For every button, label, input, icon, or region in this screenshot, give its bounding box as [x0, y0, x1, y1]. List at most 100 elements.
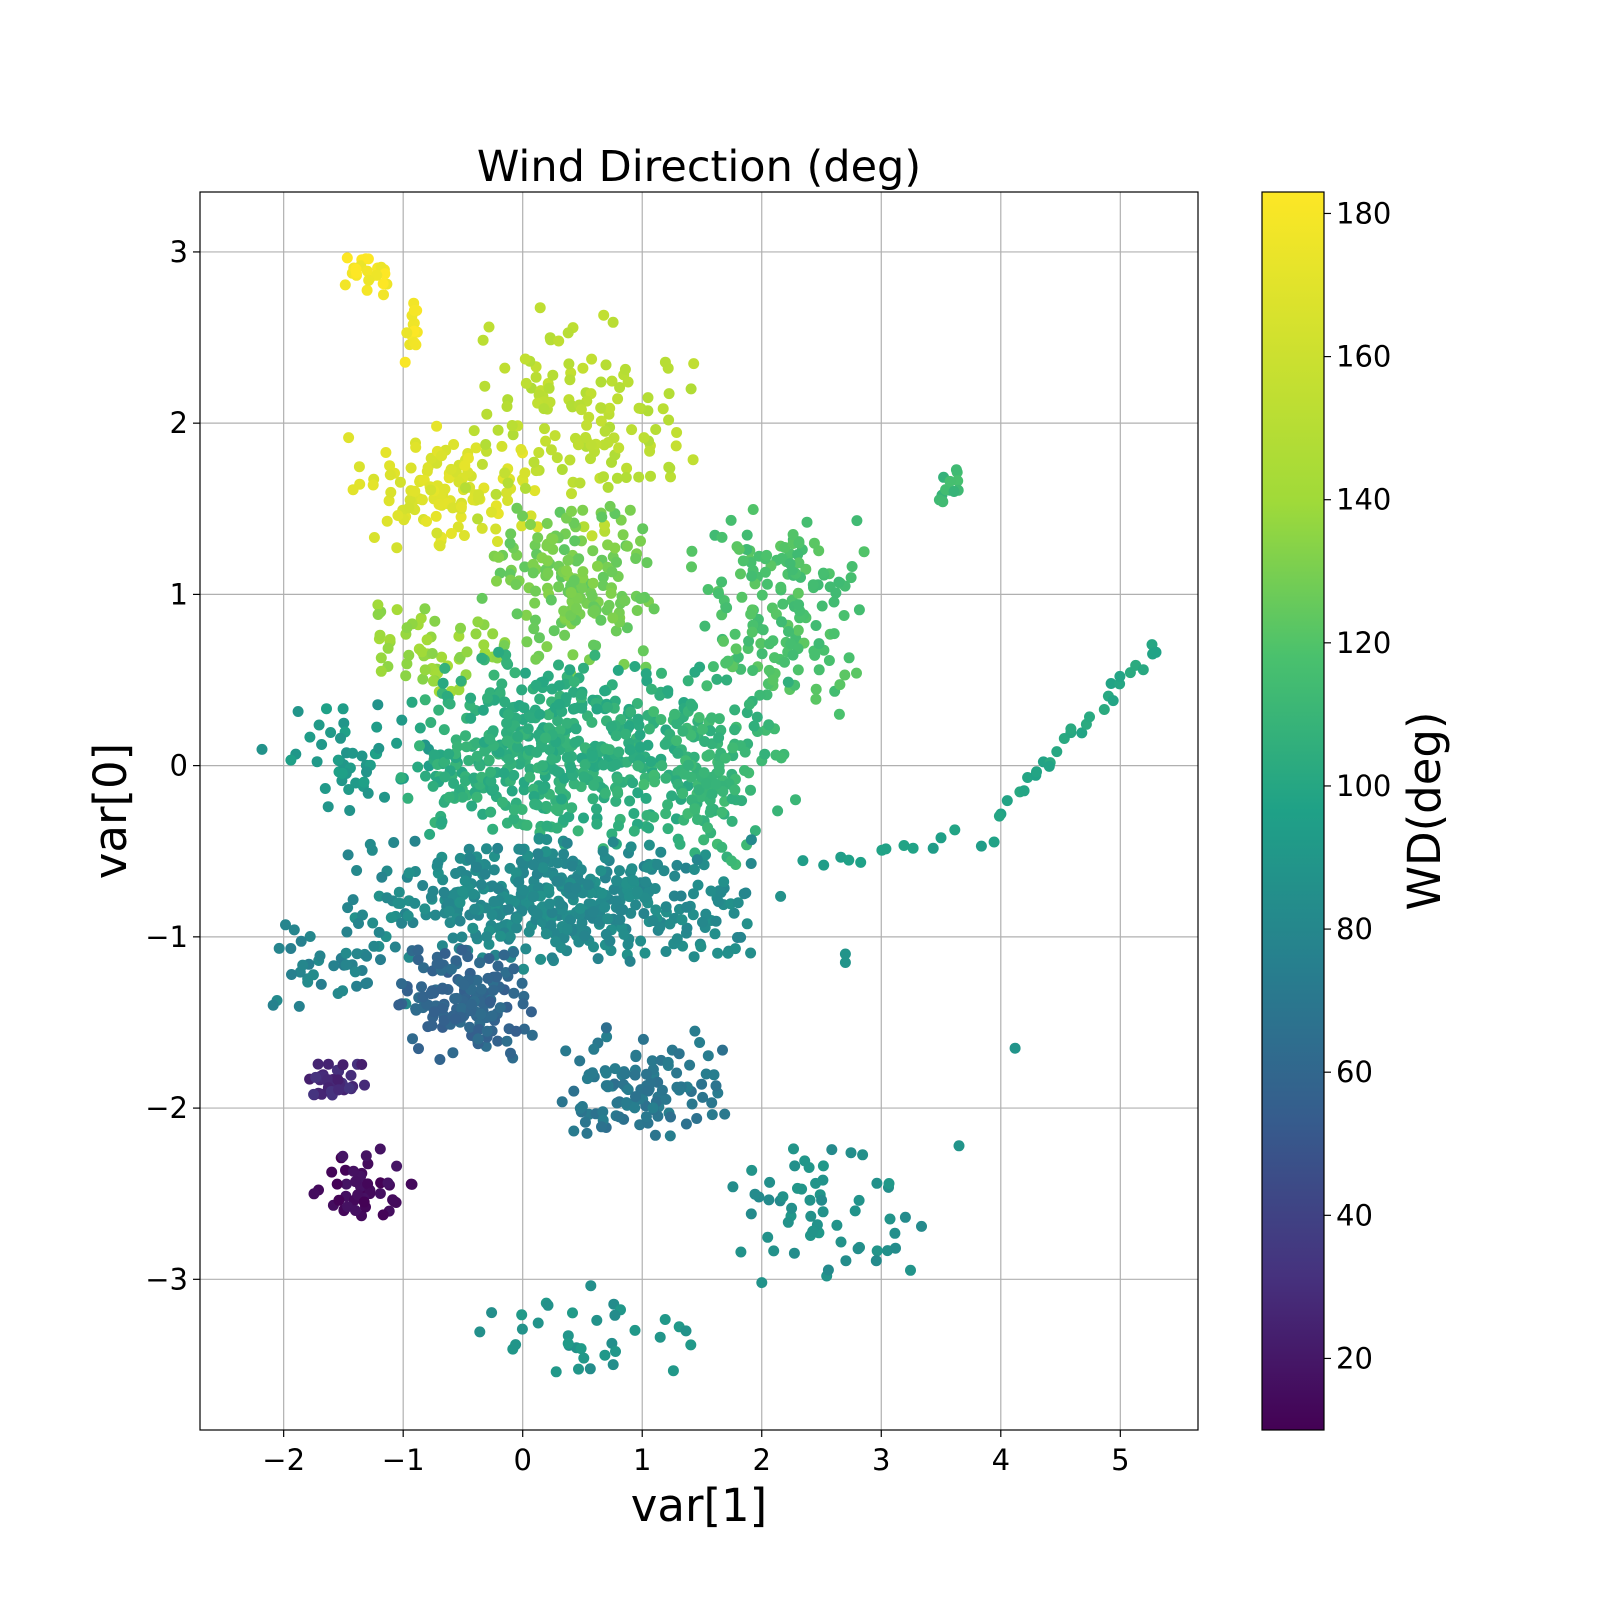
scatter-point — [516, 1323, 528, 1335]
scatter-point — [669, 870, 681, 882]
scatter-point — [508, 804, 520, 816]
scatter-point — [776, 552, 788, 564]
scatter-point — [684, 1059, 696, 1071]
scatter-point — [361, 766, 372, 778]
scatter-point — [606, 375, 618, 387]
scatter-point — [256, 743, 268, 755]
scatter-point — [517, 998, 529, 1010]
scatter-point — [495, 930, 506, 942]
scatter-point — [307, 969, 319, 981]
scatter-point — [481, 408, 493, 420]
scatter-point — [558, 848, 570, 860]
scatter-point — [539, 423, 550, 435]
scatter-point — [688, 358, 700, 370]
scatter-point — [604, 500, 616, 512]
scatter-point — [325, 727, 337, 738]
scatter-point — [558, 544, 570, 556]
scatter-point — [664, 728, 676, 740]
scatter-point — [444, 698, 456, 710]
scatter-point — [438, 886, 450, 898]
scatter-point — [660, 1093, 672, 1105]
scatter-point — [521, 819, 533, 831]
scatter-point — [458, 530, 470, 541]
scatter-point — [643, 839, 655, 851]
scatter-point — [1065, 723, 1077, 735]
scatter-point — [686, 561, 697, 573]
scatter-point — [681, 922, 693, 934]
scatter-point — [486, 1307, 498, 1319]
scatter-point — [944, 475, 956, 487]
scatter-point — [548, 625, 560, 637]
scatter-point — [532, 848, 544, 860]
scatter-point — [953, 1140, 965, 1152]
scatter-point — [1009, 1042, 1021, 1054]
scatter-point — [384, 469, 396, 481]
scatter-point — [586, 716, 598, 728]
scatter-point — [635, 935, 647, 947]
scatter-point — [810, 620, 822, 631]
scatter-point — [768, 1245, 780, 1257]
scatter-point — [689, 803, 701, 815]
scatter-point — [624, 744, 636, 756]
scatter-point — [833, 576, 845, 588]
scatter-point — [789, 1160, 801, 1172]
scatter-point — [671, 933, 683, 945]
scatter-point — [710, 778, 722, 790]
scatter-point — [735, 1246, 747, 1258]
scatter-point — [586, 353, 598, 365]
scatter-point — [732, 897, 744, 909]
scatter-point — [560, 1045, 572, 1057]
scatter-point — [889, 1227, 901, 1239]
scatter-point — [322, 1074, 334, 1086]
scatter-point — [642, 392, 654, 404]
scatter-point — [612, 664, 624, 676]
scatter-point — [361, 950, 373, 962]
scatter-point — [699, 620, 711, 632]
scatter-point — [362, 787, 374, 799]
scatter-point — [391, 604, 403, 616]
scatter-point — [646, 1055, 658, 1067]
scatter-point — [612, 786, 623, 797]
scatter-point — [663, 388, 675, 400]
scatter-point — [445, 963, 457, 975]
scatter-point — [471, 750, 483, 762]
scatter-point — [401, 327, 413, 339]
scatter-point — [764, 1176, 776, 1188]
scatter-point — [804, 1194, 816, 1206]
scatter-point — [759, 748, 771, 760]
scatter-point — [448, 439, 460, 450]
scatter-point — [496, 440, 508, 452]
scatter-point — [549, 430, 561, 442]
scatter-point — [784, 558, 796, 570]
scatter-point — [729, 724, 741, 736]
scatter-point — [552, 857, 564, 869]
scatter-point — [680, 1325, 692, 1337]
scatter-point — [654, 921, 666, 933]
scatter-point — [531, 799, 543, 811]
scatter-point — [763, 719, 775, 731]
scatter-point — [564, 374, 576, 386]
scatter-point — [533, 882, 544, 894]
scatter-point — [407, 1033, 418, 1045]
scatter-point — [267, 999, 279, 1011]
scatter-point — [485, 806, 497, 818]
scatter-point — [655, 714, 667, 725]
scatter-point — [476, 592, 488, 604]
scatter-point — [599, 685, 611, 697]
scatter-point — [421, 515, 432, 527]
scatter-point — [685, 383, 697, 395]
scatter-point — [483, 754, 495, 766]
y-tick-label: −2 — [145, 1091, 188, 1125]
scatter-point — [605, 721, 617, 733]
scatter-point — [786, 1202, 798, 1214]
scatter-point — [566, 860, 578, 872]
scatter-point — [567, 649, 579, 661]
scatter-point — [465, 999, 477, 1010]
scatter-point — [483, 321, 495, 333]
scatter-point — [449, 1013, 461, 1025]
scatter-point — [454, 897, 466, 909]
scatter-point — [835, 1236, 847, 1248]
x-tick-label: 3 — [872, 1443, 890, 1477]
scatter-point — [412, 954, 424, 966]
scatter-point — [322, 801, 334, 813]
